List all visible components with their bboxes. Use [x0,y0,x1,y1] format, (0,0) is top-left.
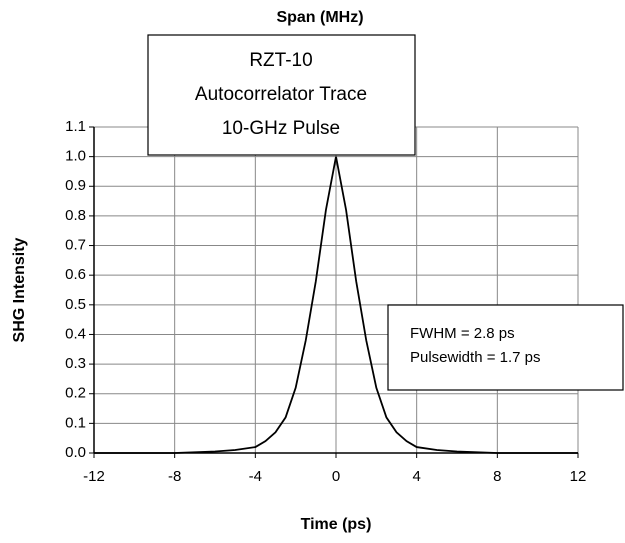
annotation-box [387,304,624,391]
trace-line [94,156,578,454]
y-tick-label: 0.6 [65,266,86,283]
y-tick-label: 0.7 [65,237,86,254]
annotation-text: Autocorrelator Trace [195,84,367,105]
y-tick-label: 0.8 [65,207,86,224]
x-tick-label: -8 [168,468,181,485]
y-axis-label: SHG Intensity [11,237,28,342]
y-tick-label: 0.1 [65,414,86,431]
x-tick-label: -12 [83,468,105,485]
x-tick-label: 0 [332,468,340,485]
x-axis-label: Time (ps) [301,516,372,533]
chart-title: Span (MHz) [276,9,363,26]
y-tick-label: 1.1 [65,118,86,135]
annotation-text: Pulsewidth = 1.7 ps [410,349,541,366]
y-tick-label: 0.5 [65,296,86,313]
y-tick-label: 0.0 [65,444,86,461]
annotation-box [147,34,416,156]
x-tick-label: -4 [249,468,262,485]
x-tick-label: 8 [493,468,501,485]
y-tick-label: 1.0 [65,148,86,165]
x-tick-label: 4 [412,468,420,485]
annotation-text: 10-GHz Pulse [222,118,340,139]
y-tick-label: 0.9 [65,177,86,194]
y-tick-label: 0.4 [65,325,86,342]
x-tick-label: 12 [570,468,587,485]
annotation-text: RZT-10 [249,50,312,71]
y-tick-label: 0.2 [65,385,86,402]
annotation-text: FWHM = 2.8 ps [410,325,515,342]
y-tick-label: 0.3 [65,355,86,372]
